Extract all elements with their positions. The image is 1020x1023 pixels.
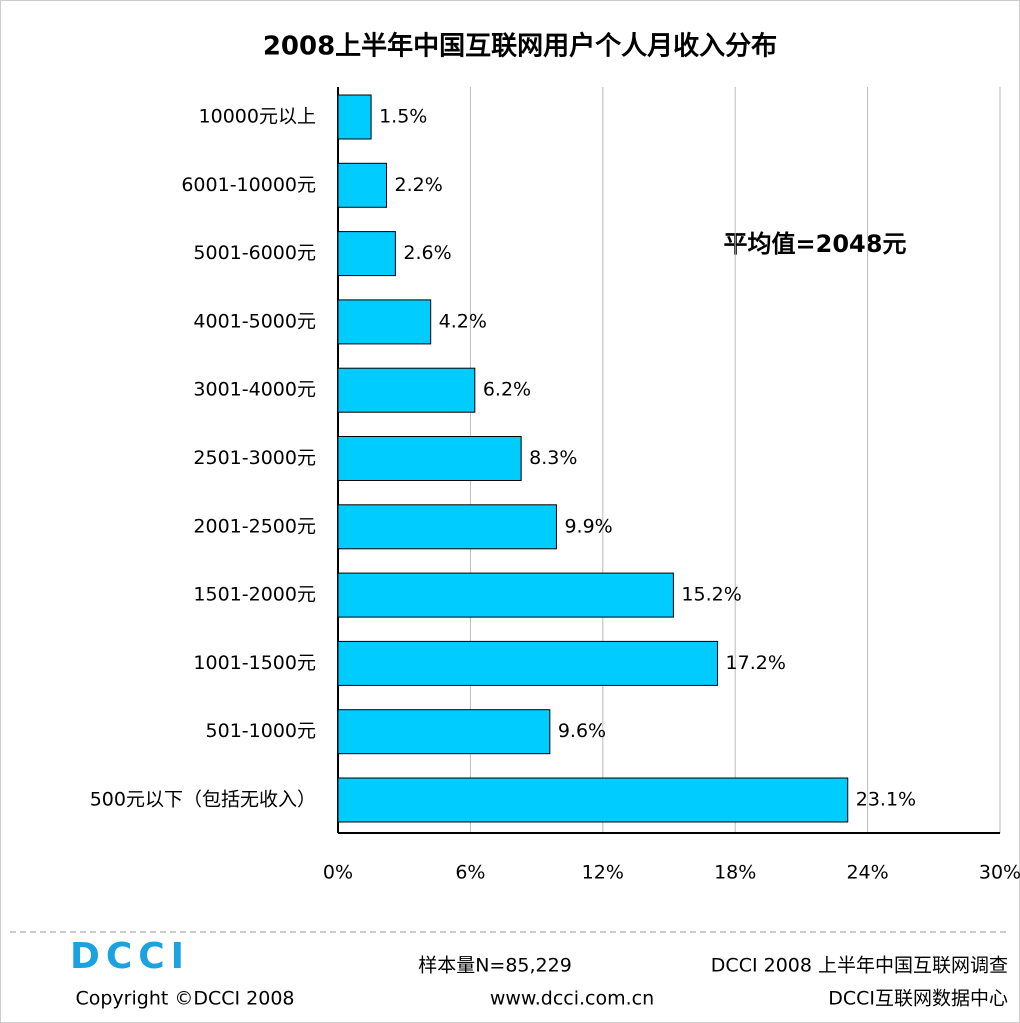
bar <box>337 640 719 686</box>
org: DCCI互联网数据中心 <box>828 988 1008 1010</box>
bar <box>337 504 557 550</box>
value-label: 2.6% <box>403 242 451 264</box>
bar <box>337 367 476 413</box>
value-label: 2.2% <box>395 174 443 196</box>
annotation: 平均值=2048元 <box>724 230 907 258</box>
y-tick-label: 2501-3000元 <box>193 447 316 469</box>
bar <box>337 572 674 618</box>
bar <box>337 709 551 755</box>
y-tick-label: 3001-4000元 <box>193 379 316 401</box>
value-label: 23.1% <box>856 789 916 811</box>
value-label: 8.3% <box>529 447 577 469</box>
y-tick-label: 6001-10000元 <box>181 174 316 196</box>
x-tick-label: 30% <box>979 862 1020 884</box>
bar <box>337 436 522 481</box>
y-tick-label: 5001-6000元 <box>193 242 316 264</box>
value-label: 4.2% <box>439 310 487 332</box>
value-label: 6.2% <box>483 379 531 401</box>
x-tick-label: 0% <box>323 862 353 884</box>
y-tick-label: 501-1000元 <box>206 720 316 742</box>
value-label: 15.2% <box>681 584 741 606</box>
value-label: 9.9% <box>564 515 612 537</box>
y-tick-label: 500元以下（包括无收入） <box>90 789 316 811</box>
chart-title: 2008上半年中国互联网用户个人月收入分布 <box>263 31 777 62</box>
bar <box>337 299 432 345</box>
y-tick-label: 4001-5000元 <box>193 310 316 332</box>
copyright: Copyright ©DCCI 2008 <box>75 988 294 1010</box>
x-tick-label: 12% <box>582 862 624 884</box>
bar <box>337 777 849 823</box>
y-tick-label: 2001-2500元 <box>193 515 316 537</box>
value-label: 9.6% <box>558 720 606 742</box>
bar <box>337 231 396 277</box>
value-label: 17.2% <box>726 652 786 674</box>
logo: DCCI <box>70 936 190 977</box>
y-tick-label: 1001-1500元 <box>193 652 316 674</box>
url: www.dcci.com.cn <box>490 988 654 1010</box>
bar <box>337 162 388 208</box>
x-tick-label: 18% <box>714 862 756 884</box>
x-tick-label: 24% <box>846 862 888 884</box>
survey: DCCI 2008 上半年中国互联网调查 <box>711 955 1008 977</box>
y-tick-label: 1501-2000元 <box>193 584 316 606</box>
bar <box>337 94 372 140</box>
sample: 样本量N=85,229 <box>418 955 572 977</box>
value-label: 1.5% <box>379 106 427 128</box>
x-tick-label: 6% <box>455 862 485 884</box>
y-tick-label: 10000元以上 <box>199 106 316 128</box>
